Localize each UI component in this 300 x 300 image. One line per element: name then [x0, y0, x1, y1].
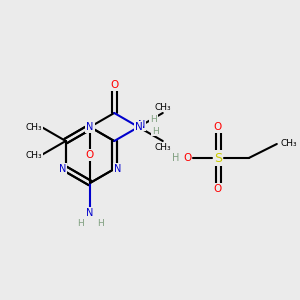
Text: H: H — [172, 153, 179, 163]
Text: O: O — [183, 153, 191, 163]
Text: H: H — [150, 115, 157, 124]
Text: CH₃: CH₃ — [25, 151, 42, 160]
Text: CH₃: CH₃ — [154, 103, 171, 112]
Text: N: N — [59, 164, 66, 174]
Text: S: S — [214, 152, 222, 164]
Text: O: O — [214, 122, 222, 132]
Text: H: H — [76, 218, 83, 227]
Text: H: H — [152, 127, 159, 136]
Text: O: O — [214, 184, 222, 194]
Text: CH₃: CH₃ — [154, 142, 171, 152]
Text: O: O — [110, 80, 118, 90]
Text: O: O — [86, 150, 94, 160]
Text: N: N — [114, 164, 121, 174]
Text: CH₃: CH₃ — [280, 140, 297, 148]
Text: H: H — [97, 218, 104, 227]
Text: N: N — [135, 122, 142, 132]
Text: CH₃: CH₃ — [25, 122, 42, 131]
Text: N: N — [86, 122, 94, 132]
Text: N: N — [138, 120, 145, 130]
Text: N: N — [86, 208, 94, 218]
